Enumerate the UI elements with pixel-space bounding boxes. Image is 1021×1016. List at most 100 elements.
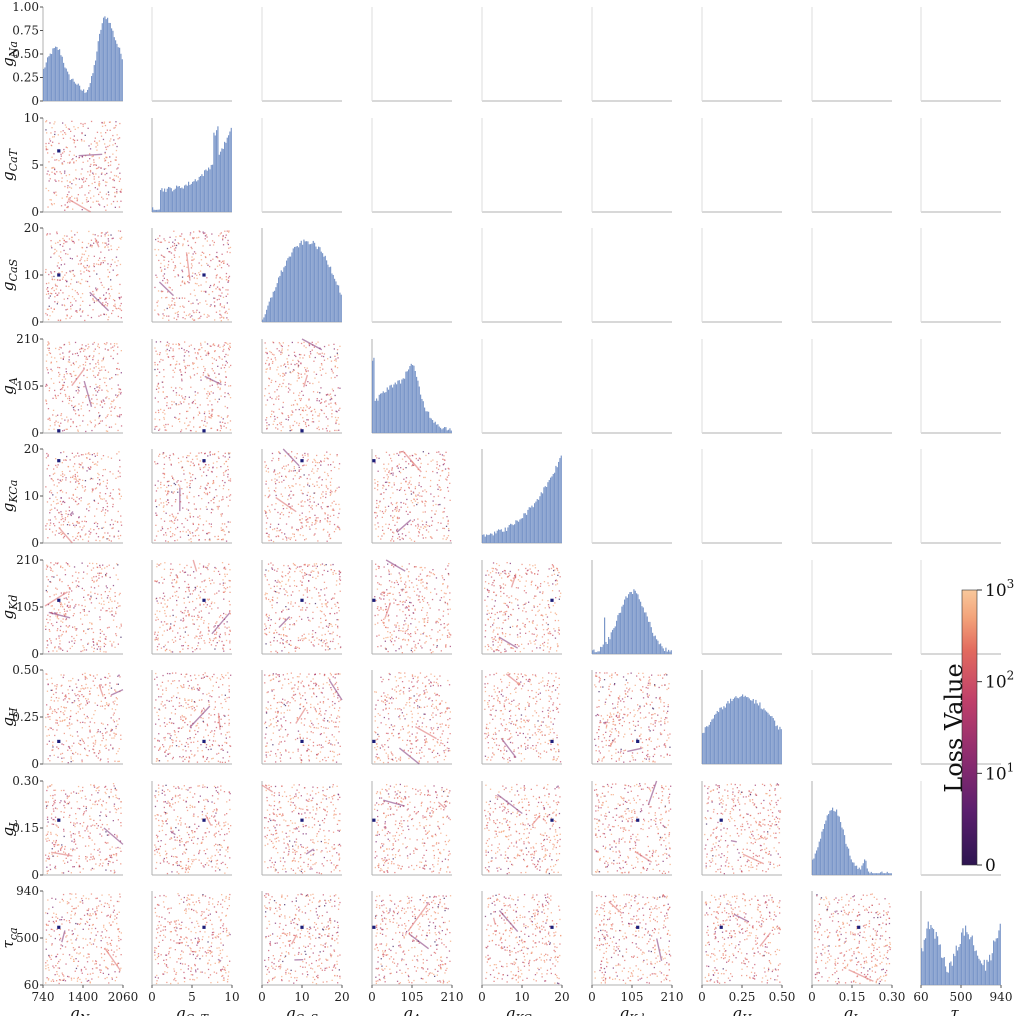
scatter-point xyxy=(60,592,62,594)
scatter-point xyxy=(313,639,316,641)
scatter-point xyxy=(109,524,111,526)
scatter-point xyxy=(198,611,200,613)
scatter-point xyxy=(61,400,64,403)
scatter-point xyxy=(106,597,109,599)
scatter-point xyxy=(189,574,191,576)
scatter-point xyxy=(162,624,164,626)
scatter-point xyxy=(89,368,91,370)
scatter-point xyxy=(110,457,113,459)
scatter-point xyxy=(265,592,267,594)
scatter-point xyxy=(218,485,221,487)
scatter-point xyxy=(268,424,270,426)
scatter-point xyxy=(223,260,225,262)
scatter-point xyxy=(98,528,100,530)
scatter-point xyxy=(336,454,338,456)
scatter-point xyxy=(393,532,395,534)
scatter-point xyxy=(383,492,385,494)
scatter-point xyxy=(84,364,87,366)
scatter-point xyxy=(71,635,73,638)
scatter-point xyxy=(57,502,59,504)
scatter-point xyxy=(229,420,232,422)
scatter-point xyxy=(95,173,97,175)
scatter-point xyxy=(269,526,271,528)
scatter-point xyxy=(176,599,178,602)
hist-bar xyxy=(77,83,79,101)
scatter-point xyxy=(289,585,291,587)
scatter-point xyxy=(73,607,75,609)
scatter-point xyxy=(322,495,324,498)
scatter-point xyxy=(439,489,441,491)
scatter-point xyxy=(170,526,172,529)
scatter-point xyxy=(54,525,56,527)
scatter-point xyxy=(265,371,267,373)
scatter-point xyxy=(48,650,50,653)
scatter-point xyxy=(207,599,209,601)
scatter-point xyxy=(316,399,318,402)
scatter-point xyxy=(218,635,221,637)
scatter-point xyxy=(64,170,66,172)
scatter-point xyxy=(63,343,66,346)
scatter-point xyxy=(114,520,116,522)
scatter-point xyxy=(62,386,64,388)
scatter-point xyxy=(183,281,186,283)
scatter-point xyxy=(316,427,318,430)
scatter-point xyxy=(162,502,165,504)
scatter-point xyxy=(229,480,232,482)
y-tick-label: 0.75 xyxy=(12,24,39,38)
scatter-point xyxy=(217,386,219,388)
scatter-point xyxy=(217,451,220,453)
hist-bar xyxy=(539,496,541,543)
scatter-point xyxy=(274,357,276,359)
scatter-point xyxy=(224,456,226,458)
scatter-point xyxy=(54,278,56,281)
scatter-point xyxy=(53,167,56,169)
scatter-point xyxy=(95,394,97,396)
hist-bar xyxy=(554,472,556,543)
scatter-point xyxy=(87,343,89,345)
scatter-point xyxy=(202,466,205,469)
scatter-point xyxy=(100,262,102,264)
scatter-point xyxy=(185,606,187,609)
scatter-point xyxy=(83,649,86,651)
hist-bar xyxy=(51,54,53,101)
scatter-point xyxy=(69,181,71,183)
scatter-point xyxy=(45,120,48,122)
scatter-point xyxy=(97,361,99,363)
scatter-point xyxy=(322,491,324,493)
scatter-point xyxy=(156,385,159,387)
scatter-point xyxy=(276,348,278,350)
scatter-point xyxy=(427,463,429,465)
scatter-point xyxy=(67,466,70,468)
scatter-point xyxy=(87,466,89,469)
scatter-point xyxy=(105,417,107,419)
scatter-point xyxy=(58,511,60,514)
scatter-point xyxy=(325,496,327,499)
scatter-point xyxy=(50,378,52,380)
scatter-point xyxy=(65,479,67,481)
scatter-point xyxy=(73,140,76,142)
scatter-point xyxy=(50,642,52,644)
scatter-point xyxy=(188,472,191,474)
scatter-point xyxy=(272,596,274,598)
scatter-point xyxy=(187,529,189,531)
scatter-point xyxy=(221,513,223,515)
scatter-point xyxy=(164,562,166,564)
scatter-point xyxy=(230,364,232,367)
scatter-point xyxy=(49,512,51,514)
hist-bar xyxy=(300,240,302,322)
scatter-point xyxy=(191,615,193,617)
scatter-point xyxy=(78,455,80,457)
scatter-point xyxy=(323,412,325,415)
scatter-point xyxy=(67,200,69,202)
scatter-point xyxy=(69,271,72,273)
scatter-point xyxy=(267,467,269,470)
scatter-point xyxy=(177,480,179,482)
scatter-point xyxy=(161,528,164,530)
scatter-point xyxy=(401,537,403,539)
scatter-point xyxy=(383,463,385,465)
scatter-point xyxy=(57,366,59,369)
scatter-point xyxy=(222,539,224,541)
scatter-point xyxy=(120,188,123,190)
scatter-point xyxy=(99,484,101,486)
scatter-point xyxy=(197,645,199,647)
